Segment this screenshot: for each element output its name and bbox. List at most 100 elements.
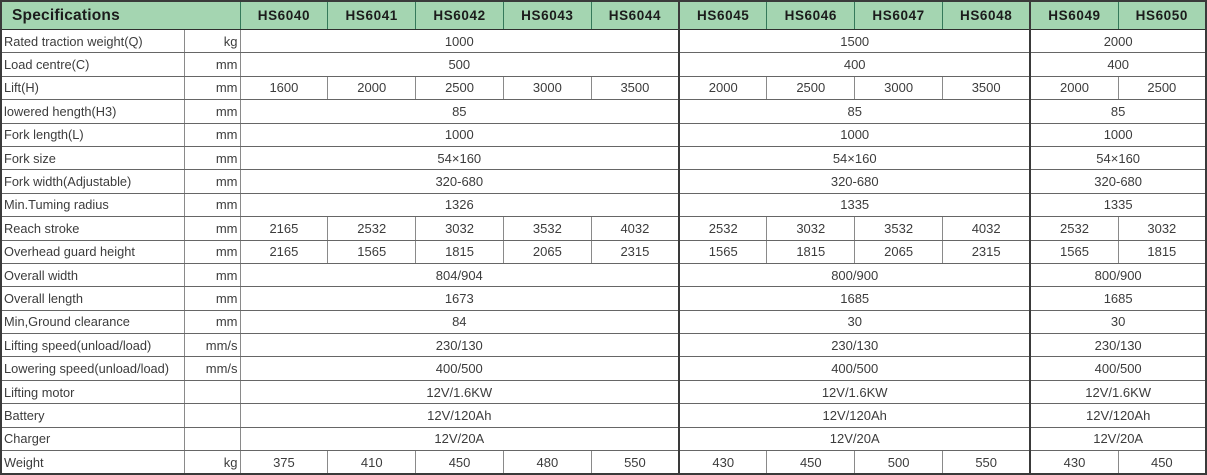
spec-value: 12V/1.6KW: [678, 379, 1031, 405]
spec-unit: [183, 426, 241, 452]
spec-value: 400: [1029, 52, 1207, 77]
spec-unit: mm: [183, 262, 241, 288]
table-row: Fork size mm 54×160 54×160 54×160: [0, 145, 1207, 171]
page-title: Specifications: [0, 0, 241, 30]
spec-label: Load centre(C): [0, 52, 185, 77]
spec-value: 30: [678, 309, 1031, 335]
spec-value: 3000: [854, 75, 944, 101]
model-header: HS6047: [854, 0, 944, 30]
spec-unit: [183, 403, 241, 428]
spec-value: 804/904: [239, 262, 680, 288]
table-row: Overall length mm 1673 1685 1685: [0, 286, 1207, 311]
table-row: Overhead guard height mm 2165 1565 1815 2065 2…: [0, 239, 1207, 264]
spec-value: 375: [239, 450, 329, 475]
spec-label: Overhead guard height: [0, 239, 185, 264]
spec-value: 3532: [502, 216, 592, 241]
spec-value: 2500: [1117, 75, 1207, 101]
spec-label: Battery: [0, 403, 185, 428]
spec-label: Fork length(L): [0, 122, 185, 147]
spec-value: 500: [239, 52, 680, 77]
spec-value: 2065: [502, 239, 592, 264]
spec-value: 450: [766, 450, 856, 475]
spec-value: 12V/120Ah: [239, 403, 680, 428]
spec-value: 2065: [854, 239, 944, 264]
spec-unit: mm: [183, 169, 241, 194]
spec-label: Min.Tuming radius: [0, 192, 185, 218]
spec-value: 2000: [678, 75, 768, 101]
spec-value: 2000: [1029, 28, 1207, 54]
spec-value: 450: [1117, 450, 1207, 475]
spec-value: 1815: [1117, 239, 1207, 264]
model-header: HS6046: [766, 0, 856, 30]
spec-value: 450: [415, 450, 504, 475]
spec-value: 1000: [1029, 122, 1207, 147]
spec-value: 3032: [415, 216, 504, 241]
spec-value: 400/500: [239, 356, 680, 381]
model-header: HS6045: [678, 0, 768, 30]
spec-value: 550: [590, 450, 680, 475]
spec-value: 54×160: [678, 145, 1031, 171]
spec-value: 12V/1.6KW: [1029, 379, 1207, 405]
spec-value: 12V/120Ah: [678, 403, 1031, 428]
spec-unit: mm: [183, 309, 241, 335]
spec-value: 4032: [590, 216, 680, 241]
spec-value: 230/130: [239, 333, 680, 358]
model-header: HS6044: [590, 0, 680, 30]
spec-value: 12V/20A: [1029, 426, 1207, 452]
spec-value: 1000: [678, 122, 1031, 147]
spec-unit: mm: [183, 145, 241, 171]
spec-value: 800/900: [678, 262, 1031, 288]
table-row: Lowering speed(unload/load) mm/s 400/500 40…: [0, 356, 1207, 381]
spec-value: 1815: [766, 239, 856, 264]
header-row: Specifications HS6040 HS6041 HS6042 HS6043 H…: [0, 0, 1207, 30]
spec-value: 1326: [239, 192, 680, 218]
spec-value: 1565: [1029, 239, 1119, 264]
spec-label: Weight: [0, 450, 185, 475]
spec-value: 3500: [590, 75, 680, 101]
spec-value: 500: [854, 450, 944, 475]
spec-label: Reach stroke: [0, 216, 185, 241]
table-row: Fork width(Adjustable) mm 320-680 320-680 32…: [0, 169, 1207, 194]
table-row: Fork length(L) mm 1000 1000 1000: [0, 122, 1207, 147]
spec-value: 12V/120Ah: [1029, 403, 1207, 428]
spec-value: 400/500: [1029, 356, 1207, 381]
spec-value: 1673: [239, 286, 680, 311]
spec-unit: mm: [183, 122, 241, 147]
spec-label: Min,Ground clearance: [0, 309, 185, 335]
spec-value: 320-680: [1029, 169, 1207, 194]
spec-table-body: Rated traction weight(Q) kg 1000 1500 2000 Lo…: [0, 28, 1207, 475]
spec-value: 85: [1029, 99, 1207, 124]
spec-value: 3032: [766, 216, 856, 241]
spec-label: Rated traction weight(Q): [0, 28, 185, 54]
spec-value: 430: [678, 450, 768, 475]
spec-unit: mm: [183, 216, 241, 241]
spec-value: 2000: [1029, 75, 1119, 101]
spec-value: 85: [678, 99, 1031, 124]
table-row: Charger 12V/20A 12V/20A 12V/20A: [0, 426, 1207, 452]
spec-unit: kg: [183, 28, 241, 54]
spec-value: 1565: [327, 239, 417, 264]
spec-value: 1815: [415, 239, 504, 264]
table-row: Min.Tuming radius mm 1326 1335 1335: [0, 192, 1207, 218]
spec-unit: mm/s: [183, 333, 241, 358]
spec-unit: mm: [183, 75, 241, 101]
spec-label: Overall length: [0, 286, 185, 311]
spec-value: 1685: [678, 286, 1031, 311]
model-header: HS6043: [502, 0, 592, 30]
spec-value: 320-680: [678, 169, 1031, 194]
spec-label: Fork size: [0, 145, 185, 171]
spec-value: 54×160: [239, 145, 680, 171]
spec-value: 3500: [942, 75, 1031, 101]
spec-unit: kg: [183, 450, 241, 475]
spec-label: Lowering speed(unload/load): [0, 356, 185, 381]
table-row: Weight kg 375 410 450 480 550 430 450 500 550 430 45…: [0, 450, 1207, 475]
spec-value: 400/500: [678, 356, 1031, 381]
spec-value: 320-680: [239, 169, 680, 194]
spec-label: Fork width(Adjustable): [0, 169, 185, 194]
model-header: HS6049: [1029, 0, 1119, 30]
spec-value: 2500: [415, 75, 504, 101]
table-row: Lift(H) mm 1600 2000 2500 3000 3500 2000 2500 300…: [0, 75, 1207, 101]
spec-value: 2000: [327, 75, 417, 101]
spec-value: 2315: [590, 239, 680, 264]
